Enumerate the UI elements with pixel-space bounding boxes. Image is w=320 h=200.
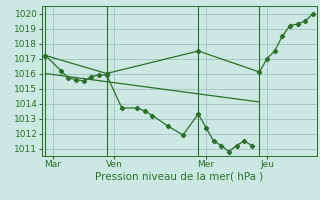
X-axis label: Pression niveau de la mer( hPa ): Pression niveau de la mer( hPa ) (95, 172, 263, 182)
